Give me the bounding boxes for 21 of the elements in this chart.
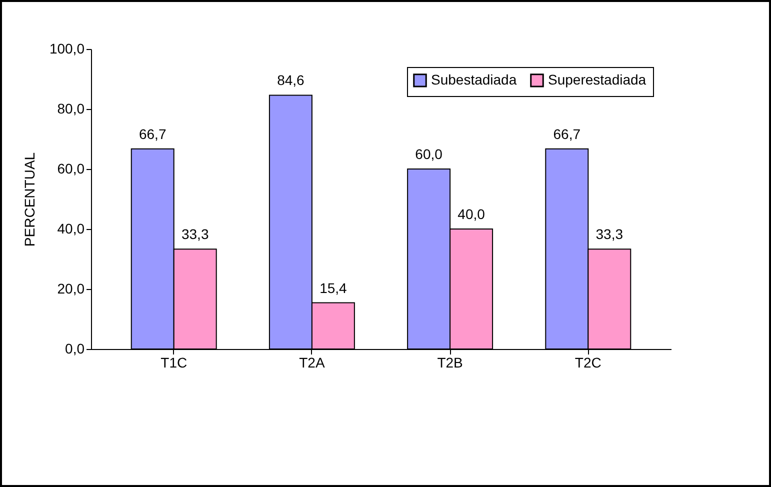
y-tick-label: 40,0	[57, 220, 85, 236]
y-tick-label: 0,0	[65, 340, 85, 356]
data-label: 84,6	[277, 72, 305, 88]
x-tick-label: T1C	[160, 354, 188, 370]
y-tick-label: 60,0	[57, 160, 85, 176]
y-tick-label: 20,0	[57, 280, 85, 296]
data-label: 33,3	[181, 226, 209, 242]
y-axis-title: PERCENTUAL	[21, 152, 38, 247]
x-tick-label: T2B	[437, 354, 463, 370]
y-tick-label: 100,0	[49, 40, 85, 56]
data-label: 66,7	[138, 126, 166, 142]
x-tick-label: T2C	[574, 354, 602, 370]
data-label: 60,0	[415, 146, 443, 162]
data-label: 66,7	[553, 126, 581, 142]
y-tick-label: 80,0	[57, 100, 85, 116]
data-label: 15,4	[320, 280, 348, 296]
legend-label: Subestadiada	[431, 71, 517, 88]
data-label: 40,0	[458, 206, 486, 222]
x-tick-label: T2A	[299, 354, 326, 370]
data-label: 33,3	[596, 226, 624, 242]
legend-label: Superestadiada	[548, 71, 646, 88]
